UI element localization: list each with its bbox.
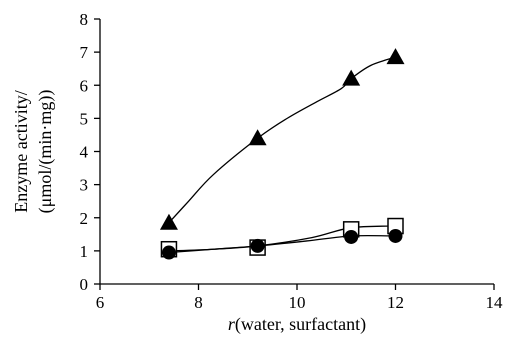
y-tick-label: 6 (80, 76, 89, 95)
data-point-circle (344, 229, 359, 244)
data-point-triangle (386, 48, 405, 65)
series-circle (161, 228, 403, 260)
y-tick-label: 5 (80, 109, 89, 128)
y-tick-label: 4 (80, 143, 89, 162)
x-axis-title-rest: (water, surfactant) (235, 314, 366, 335)
x-tick-label: 10 (289, 293, 306, 312)
x-tick-label: 12 (387, 293, 404, 312)
y-axis-title-line2: (μmol/(min·mg)) (35, 90, 56, 214)
data-point-circle (388, 228, 403, 243)
y-tick-label: 1 (80, 242, 89, 261)
series-line-triangle (168, 56, 396, 224)
y-tick-label: 8 (80, 10, 89, 29)
y-axis-title-line1: Enzyme activity/ (11, 90, 31, 212)
data-point-triangle (342, 69, 361, 86)
plot-area (159, 48, 405, 260)
x-axis-title: r(water, surfactant) (228, 314, 366, 335)
y-tick-label: 3 (80, 176, 89, 195)
series-line-square (168, 225, 396, 252)
y-tick-label: 2 (80, 209, 89, 228)
x-tick-label: 8 (194, 293, 203, 312)
data-point-circle (161, 245, 176, 260)
x-axis-title-italic: r (228, 314, 236, 334)
x-tick-label: 6 (96, 293, 105, 312)
series-line-circle (168, 234, 396, 254)
y-tick-label: 0 (80, 275, 89, 294)
data-point-circle (250, 238, 265, 253)
data-point-triangle (159, 213, 178, 230)
y-tick-label: 7 (80, 43, 89, 62)
series-triangle (159, 48, 405, 230)
x-tick-label: 14 (486, 293, 504, 312)
data-point-triangle (248, 129, 267, 146)
